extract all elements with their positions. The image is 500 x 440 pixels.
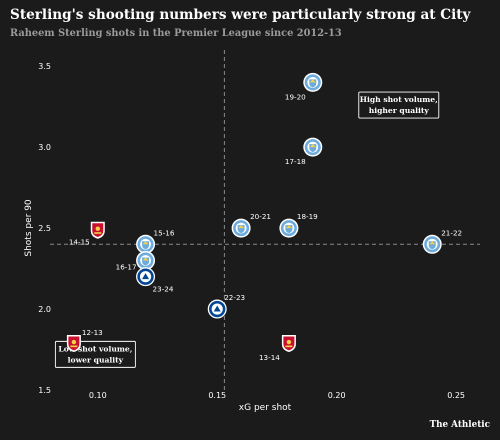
liverpool-bird-icon — [286, 339, 292, 345]
point-label-13-14: 13-14 — [259, 353, 280, 362]
chelsea-lion-icon — [142, 273, 150, 280]
chart-title: Sterling's shooting numbers were particu… — [10, 7, 471, 23]
x-tick-label: 0.20 — [328, 391, 346, 400]
point-label-16-17: 16-17 — [116, 262, 137, 271]
point-20-21 — [231, 218, 251, 238]
annotation-low-volume-text: Low shot volume, — [58, 344, 132, 353]
point-22-23 — [207, 299, 227, 319]
point-label-20-21: 20-21 — [250, 212, 271, 221]
liverpool-crest-band — [94, 232, 102, 234]
point-label-17-18: 17-18 — [285, 157, 306, 166]
point-17-18 — [303, 137, 323, 157]
point-19-20 — [303, 72, 323, 92]
annotation-high-volume-text: higher quality — [369, 106, 430, 115]
point-label-19-20: 19-20 — [285, 92, 306, 101]
man-city-ship — [309, 79, 316, 83]
point-16-17 — [136, 250, 156, 270]
point-label-23-24: 23-24 — [153, 285, 174, 294]
man-city-ship — [142, 241, 149, 245]
point-12-13 — [66, 335, 81, 353]
liverpool-crest-band — [70, 345, 78, 348]
liverpool-bird-icon — [95, 226, 100, 231]
x-axis-label: xG per shot — [239, 403, 292, 413]
point-21-22 — [422, 234, 442, 254]
annotation-low-volume-text: lower quality — [68, 355, 124, 364]
x-tick-label: 0.25 — [447, 391, 465, 400]
man-city-ship — [309, 144, 316, 148]
y-tick-label: 3.5 — [38, 62, 51, 71]
point-label-15-16: 15-16 — [154, 228, 175, 237]
y-axis-label: Shots per 90 — [24, 199, 34, 257]
x-tick-label: 0.15 — [208, 391, 226, 400]
point-label-18-19: 18-19 — [297, 212, 318, 221]
point-15-16 — [136, 234, 156, 254]
liverpool-bird-icon — [71, 339, 77, 345]
annotation-high-volume-text: High shot volume, — [360, 95, 438, 104]
man-city-ship — [142, 257, 149, 261]
liverpool-crest-band — [285, 345, 293, 348]
x-tick-label: 0.10 — [89, 391, 107, 400]
man-city-ship — [285, 225, 292, 229]
point-18-19 — [279, 218, 299, 238]
y-tick-label: 3.0 — [38, 143, 51, 152]
chart-subtitle: Raheem Sterling shots in the Premier Lea… — [10, 28, 342, 39]
point-label-12-13: 12-13 — [82, 328, 103, 337]
annotation-high-volume-box — [358, 91, 440, 119]
y-tick-label: 2.0 — [38, 305, 51, 314]
point-23-24 — [136, 267, 156, 287]
point-label-14-15: 14-15 — [69, 238, 90, 247]
point-label-21-22: 21-22 — [441, 228, 462, 237]
chelsea-lion-icon — [213, 305, 221, 312]
point-14-15 — [90, 221, 105, 239]
point-label-22-23: 22-23 — [224, 293, 245, 302]
man-city-ship — [238, 225, 245, 229]
point-13-14 — [281, 335, 296, 353]
y-tick-label: 1.5 — [38, 386, 51, 395]
man-city-ship — [429, 241, 436, 245]
publisher-logo: The Athletic — [429, 420, 490, 430]
y-tick-label: 2.5 — [38, 224, 51, 233]
